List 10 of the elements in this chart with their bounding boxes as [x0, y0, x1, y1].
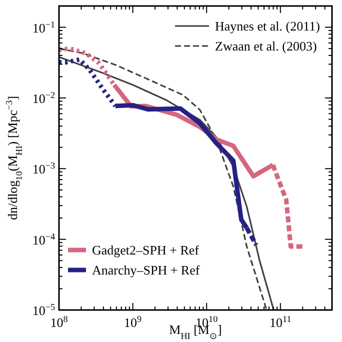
legend-label: Haynes et al. (2011)	[215, 18, 320, 34]
legend-label: Gadget2–SPH + Ref	[92, 242, 200, 258]
legend-label: Zwaan et al. (2003)	[215, 38, 317, 54]
legend-label: Anarchy–SPH + Ref	[92, 262, 200, 278]
x-tick-label: 10$^{11}$	[270, 314, 292, 330]
x-tick-label: 10$^{9}$	[124, 314, 142, 330]
y-tick-label: 10$^{−4}$	[32, 231, 56, 248]
y-tick-label: 10$^{−2}$	[32, 90, 56, 106]
y-tick-label: 10$^{−1}$	[32, 19, 55, 36]
y-tick-label: 10$^{−3}$	[32, 160, 56, 177]
